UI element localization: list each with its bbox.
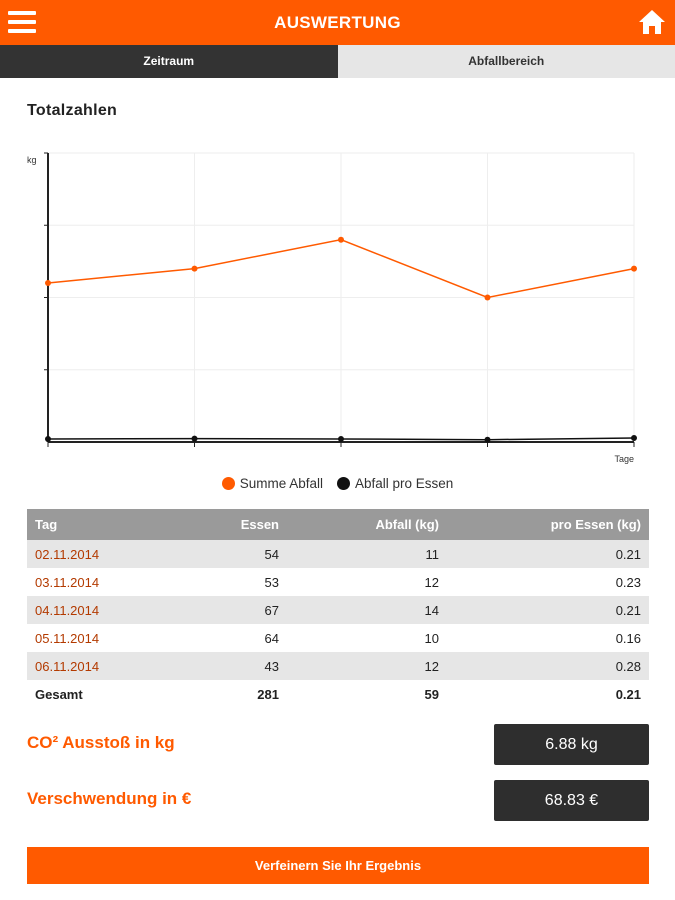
results-table: Tag Essen Abfall (kg) pro Essen (kg) 02.… [27, 509, 649, 708]
cell-pro-essen: 0.23 [615, 574, 641, 590]
column-header-abfall: Abfall (kg) [287, 509, 447, 540]
data-point-series-1 [631, 265, 637, 272]
data-point-series-2 [631, 434, 637, 441]
cell-date: 02.11.2014 [27, 540, 177, 568]
cell-pro-essen: 0.16 [615, 630, 641, 646]
data-point-series-2 [191, 435, 198, 442]
cell-abfall: 10 [424, 630, 439, 646]
cell-total-essen: 281 [257, 686, 279, 702]
cell-date: 05.11.2014 [35, 630, 100, 646]
cell-abfall: 12 [424, 574, 439, 590]
cell-date: 04.11.2014 [27, 596, 177, 624]
waste-cost-label: Verschwendung in € [27, 789, 192, 808]
column-header-pro-essen: pro Essen (kg) [447, 509, 649, 540]
cell-pro-essen: 0.21 [447, 596, 649, 624]
data-point-series-1 [484, 294, 491, 301]
section-title: Totalzahlen [27, 102, 118, 119]
table-row[interactable]: 03.11.2014 53 12 0.23 [27, 568, 649, 596]
top-app-bar: AUSWERTUNG [0, 0, 675, 45]
legend-label: Summe Abfall [239, 476, 323, 491]
data-point-series-2 [338, 435, 344, 442]
line-chart: kg Tage [27, 152, 637, 464]
table-row[interactable]: 04.11.2014 67 14 0.21 [27, 596, 649, 624]
chart-legend: Summe Abfall Abfall pro Essen [0, 476, 675, 491]
cell-abfall: 14 [287, 596, 447, 624]
co2-value: 6.88 kg [494, 724, 649, 765]
legend-item-abfall-pro-essen: Abfall pro Essen [336, 476, 454, 491]
cell-abfall: 11 [287, 540, 447, 568]
cell-total-label: Gesamt [35, 686, 83, 702]
refine-results-button[interactable]: Verfeinern Sie Ihr Ergebnis [27, 847, 649, 884]
page-title: AUSWERTUNG [274, 13, 401, 32]
column-header-tag: Tag [27, 509, 177, 540]
legend-label: Abfall pro Essen [354, 476, 454, 491]
cell-essen: 53 [264, 574, 279, 590]
table-row[interactable]: 06.11.2014 43 12 0.28 [27, 652, 649, 680]
tab-zeitraum[interactable]: Zeitraum [0, 45, 338, 78]
data-point-series-1 [338, 236, 344, 243]
cell-pro-essen: 0.28 [447, 652, 649, 680]
cell-pro-essen: 0.21 [447, 540, 649, 568]
cell-abfall: 12 [287, 652, 447, 680]
cell-date: 06.11.2014 [27, 652, 177, 680]
tab-bar: Zeitraum Abfallbereich [0, 45, 675, 78]
cell-date: 03.11.2014 [35, 574, 100, 590]
x-axis-label: Tage [614, 454, 634, 464]
home-icon[interactable] [637, 8, 667, 36]
column-header-essen: Essen [177, 509, 287, 540]
cell-essen: 54 [177, 540, 287, 568]
data-point-series-1 [191, 265, 198, 272]
table-row[interactable]: 02.11.2014 54 11 0.21 [27, 540, 649, 568]
waste-cost-value: 68.83 € [494, 780, 649, 821]
table-row[interactable]: 05.11.2014 64 10 0.16 [27, 624, 649, 652]
cell-essen: 67 [177, 596, 287, 624]
cell-total-pro-essen: 0.21 [615, 686, 641, 702]
cell-essen: 64 [264, 630, 279, 646]
menu-icon[interactable] [8, 9, 38, 36]
table-total-row: Gesamt 281 59 0.21 [27, 680, 649, 708]
data-point-series-1 [45, 280, 51, 287]
legend-dot-icon [336, 477, 350, 490]
legend-item-summe-abfall: Summe Abfall [221, 476, 323, 491]
data-point-series-2 [484, 436, 491, 443]
legend-dot-icon [221, 477, 235, 490]
cell-total-abfall: 59 [424, 686, 439, 702]
data-point-series-2 [45, 435, 51, 442]
tab-abfallbereich[interactable]: Abfallbereich [337, 45, 675, 78]
cell-essen: 43 [177, 652, 287, 680]
y-axis-label: kg [27, 155, 37, 165]
co2-label: CO² Ausstoß in kg [27, 733, 175, 752]
table-header-row: Tag Essen Abfall (kg) pro Essen (kg) [27, 509, 649, 540]
